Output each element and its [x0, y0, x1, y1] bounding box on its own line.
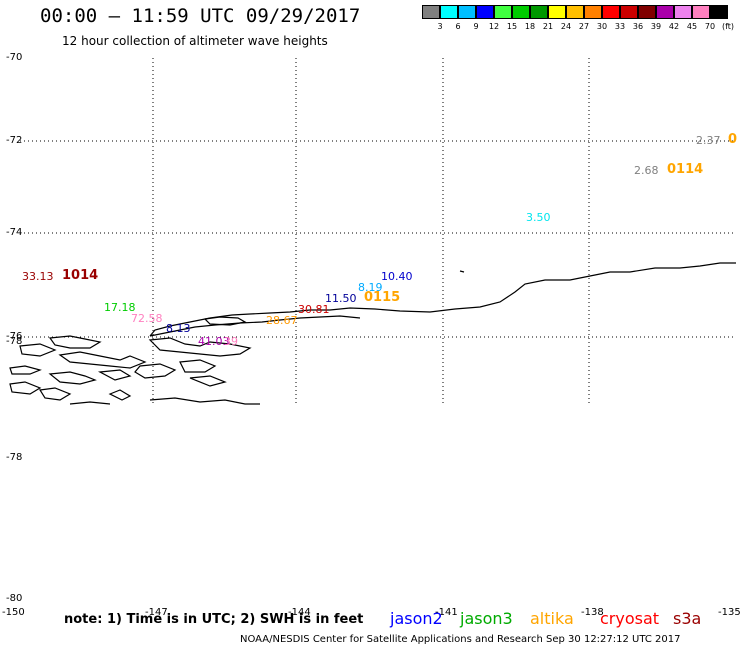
legend-label: (ft) [721, 22, 735, 31]
wave-height-label: 10.40 [381, 270, 413, 283]
legend-swatch [656, 5, 674, 19]
pass-time-label: 0 [728, 132, 738, 147]
legend-swatch [602, 5, 620, 19]
footer-credit: NOAA/NESDIS Center for Satellite Applica… [240, 634, 681, 645]
legend-swatch [638, 5, 656, 19]
lon-label: -138 [581, 607, 604, 618]
legend-label: 24 [560, 22, 572, 31]
lon-label: -147 [145, 607, 168, 618]
legend-swatch [476, 5, 494, 19]
legend-label: 3 [437, 22, 443, 31]
satellite-altika: altika [530, 609, 574, 628]
legend-swatch [548, 5, 566, 19]
lat-label: -70 [6, 52, 23, 63]
wave-height-label: 28.67 [266, 314, 298, 327]
wave-height-label: 41.03 [198, 335, 230, 348]
legend-swatch [458, 5, 476, 19]
satellite-s3a: s3a [673, 609, 702, 628]
pass-time-label: 0115 [364, 290, 401, 305]
legend-swatch [692, 5, 710, 19]
legend-label: 12 [488, 22, 500, 31]
legend-swatch [494, 5, 512, 19]
wave-height-label: 39 [224, 335, 238, 348]
legend-label: 15 [506, 22, 518, 31]
wave-height-label: 72.58 [131, 312, 163, 325]
lat-label: -78 [6, 452, 23, 463]
legend-label: 33 [614, 22, 626, 31]
satellite-jason2: jason2 [390, 609, 443, 628]
lat-label: -76 [6, 331, 23, 342]
wave-height-label: 2.37 [696, 134, 721, 147]
legend-label: 18 [524, 22, 536, 31]
lat-label: -78 [6, 336, 23, 347]
wave-height-label: 11.50 [325, 292, 357, 305]
wave-height-label: 8.19 [358, 281, 383, 294]
legend-swatch [422, 5, 440, 19]
wave-height-label: 17.18 [104, 301, 136, 314]
legend-label: 30 [596, 22, 608, 31]
wave-height-label: 2.68 [634, 164, 659, 177]
legend-label: 42 [668, 22, 680, 31]
legend-swatch [710, 5, 728, 19]
lat-label: -74 [6, 227, 23, 238]
lon-label: -150 [2, 607, 25, 618]
legend-label: 36 [632, 22, 644, 31]
lon-label: -135 [718, 607, 740, 618]
legend-swatch [620, 5, 638, 19]
coastline [9, 262, 736, 405]
wave-height-label: 30.81 [298, 303, 330, 316]
map-title: 00:00 – 11:59 UTC 09/29/2017 [40, 5, 361, 27]
lon-label: -141 [435, 607, 458, 618]
satellite-jason3: jason3 [460, 609, 513, 628]
units-note: note: 1) Time is in UTC; 2) SWH is in fe… [64, 612, 364, 627]
legend-swatch [566, 5, 584, 19]
legend-label: 39 [650, 22, 662, 31]
pass-time-label: 1014 [62, 268, 99, 283]
legend-swatch [530, 5, 548, 19]
wave-height-label: 8.13 [166, 322, 191, 335]
legend-label: 21 [542, 22, 554, 31]
graticule [20, 58, 735, 405]
lat-label: -72 [6, 135, 23, 146]
legend-swatch [674, 5, 692, 19]
legend-label: 70 [704, 22, 716, 31]
legend-swatch [440, 5, 458, 19]
legend-swatch [584, 5, 602, 19]
map-subtitle: 12 hour collection of altimeter wave hei… [62, 34, 328, 48]
lon-label: -144 [288, 607, 311, 618]
legend-swatch [512, 5, 530, 19]
satellite-cryosat: cryosat [600, 609, 660, 628]
legend-label: 27 [578, 22, 590, 31]
wave-height-label: 3.50 [526, 211, 551, 224]
wave-height-label: 33.13 [22, 270, 54, 283]
legend-label: 45 [686, 22, 698, 31]
legend-label: 9 [473, 22, 479, 31]
pass-time-label: 0114 [667, 162, 704, 177]
legend-label: 6 [455, 22, 461, 31]
lat-label: -80 [6, 593, 23, 604]
